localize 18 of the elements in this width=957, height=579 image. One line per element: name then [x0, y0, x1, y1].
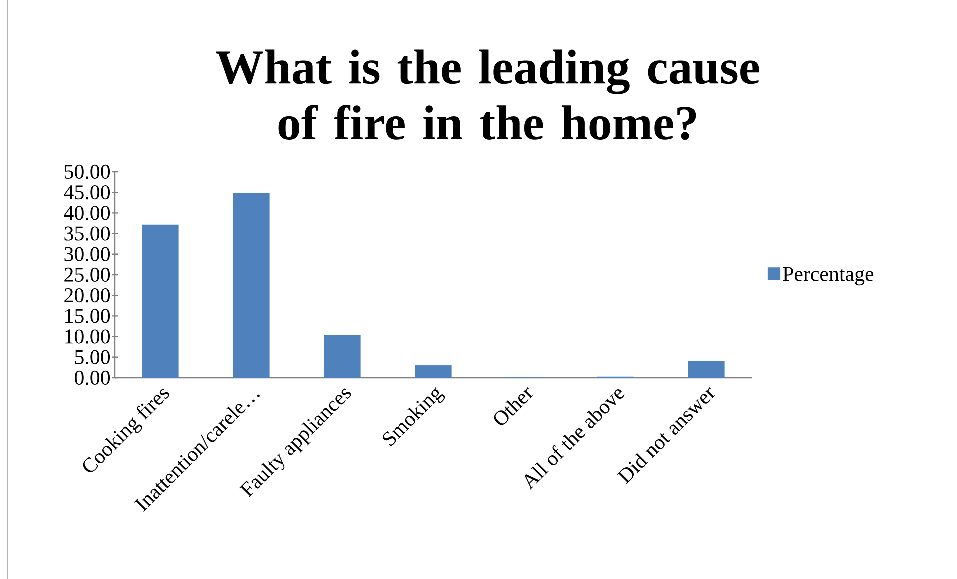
- y-tick-label: 30.00: [64, 247, 110, 262]
- bar: [688, 361, 725, 378]
- y-tick-label: 45.00: [64, 185, 110, 200]
- y-tick-label: 15.00: [66, 309, 110, 324]
- y-tick-label: 5.00: [75, 350, 110, 364]
- y-tick-label: 50.00: [64, 164, 110, 180]
- bar: [142, 224, 179, 378]
- y-tick-label: 0.00: [74, 370, 110, 386]
- y-tick-label: 20.00: [64, 288, 110, 303]
- y-tick-label: 10.00: [66, 330, 110, 344]
- chart-title: What is the leading cause of fire in the home?: [216, 50, 760, 140]
- y-tick-label: 35.00: [64, 226, 110, 241]
- bar: [415, 365, 452, 378]
- y-tick-label: 25.00: [64, 268, 110, 282]
- legend-label: Percentage: [783, 267, 874, 286]
- bar: [324, 335, 361, 378]
- y-tick-label: 40.00: [64, 206, 110, 220]
- bar: [233, 194, 270, 378]
